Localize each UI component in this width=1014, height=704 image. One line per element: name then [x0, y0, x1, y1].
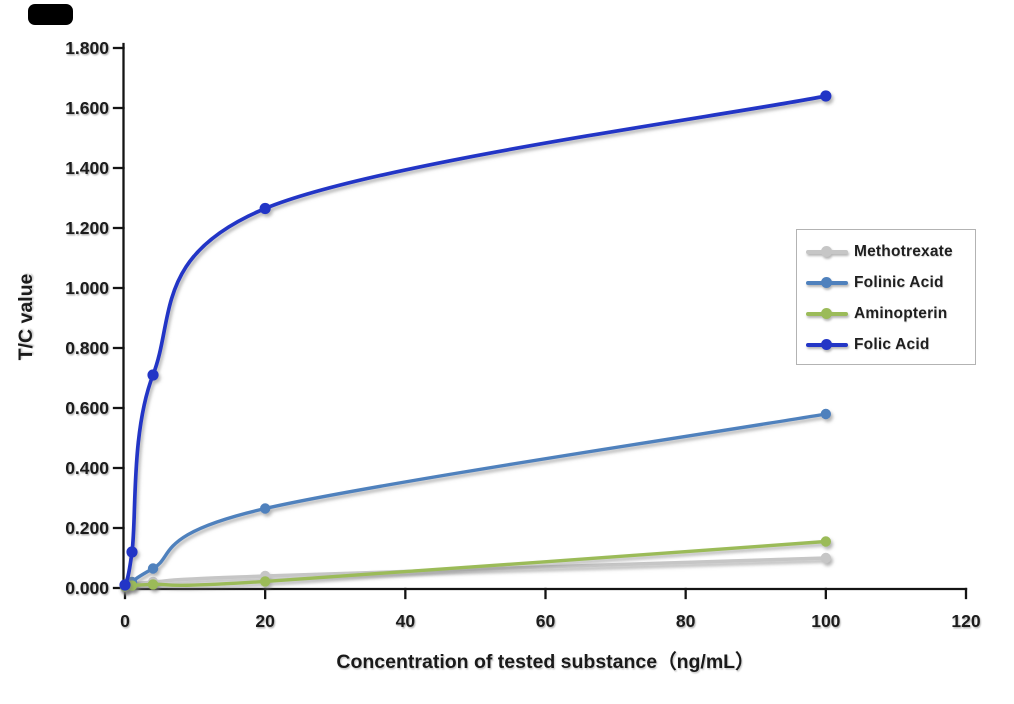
- legend-item-folinic-acid: Folinic Acid: [806, 267, 975, 298]
- legend-item-folic-acid: Folic Acid: [806, 329, 975, 360]
- legend-box: Methotrexate Folinic Acid Aminopterin Folic…: [796, 229, 976, 365]
- data-point-folic-acid: [147, 369, 159, 381]
- y-axis-title: T/C value: [15, 273, 37, 361]
- legend-label: Folic Acid: [854, 335, 930, 353]
- legend-label: Folinic Acid: [854, 273, 944, 291]
- data-point-folic-acid: [820, 90, 832, 102]
- data-point-aminopterin: [820, 536, 832, 547]
- y-tick-label: 0.400: [65, 458, 109, 478]
- x-tick-label: 60: [536, 611, 556, 631]
- y-tick-label: 1.200: [65, 218, 109, 238]
- legend-item-aminopterin: Aminopterin: [806, 298, 975, 329]
- legend-marker-icon: [806, 277, 848, 289]
- y-tick-label: 1.000: [65, 278, 109, 298]
- series-methotrexate: [119, 552, 832, 592]
- series-aminopterin: [119, 536, 832, 592]
- series-line-aminopterin: [123, 539, 828, 589]
- axes: [112, 42, 968, 600]
- data-point-folic-acid: [126, 546, 138, 558]
- series-folinic-acid: [119, 408, 832, 592]
- data-point-aminopterin: [147, 579, 159, 590]
- y-tick-label: 1.400: [65, 158, 109, 178]
- legend-marker-icon: [806, 339, 848, 351]
- series-folic-acid: [119, 90, 832, 591]
- legend-marker-icon: [806, 308, 848, 320]
- data-point-folinic-acid: [259, 503, 271, 514]
- x-tick-label: 40: [396, 611, 416, 631]
- x-tick-label: 80: [676, 611, 696, 631]
- top-left-black-shape: [28, 4, 73, 25]
- y-tick-label: 0.200: [65, 518, 109, 538]
- x-axis-title: Concentration of tested substance（ng/mL）: [336, 651, 755, 673]
- data-point-folinic-acid: [820, 408, 832, 420]
- tick-labels: 0 20 40 60 80 100 120 0.000 0.200 0.400 0.600 0.800…: [65, 38, 981, 631]
- y-tick-label: 1.800: [65, 38, 109, 58]
- x-tick-label: 100: [811, 611, 840, 631]
- x-tick-label: 120: [951, 611, 980, 631]
- y-tick-label: 1.600: [65, 98, 109, 118]
- legend-marker-icon: [806, 246, 848, 258]
- x-tick-label: 0: [120, 611, 130, 631]
- data-point-folinic-acid: [147, 563, 159, 574]
- y-tick-label: 0.600: [65, 398, 109, 418]
- data-point-aminopterin: [259, 576, 271, 587]
- data-point-folic-acid: [119, 579, 131, 591]
- data-point-methotrexate: [820, 552, 832, 564]
- series-layer: [119, 90, 832, 592]
- legend-label: Aminopterin: [854, 304, 948, 322]
- y-tick-label: 0.800: [65, 338, 109, 358]
- series-line-folic-acid: [123, 94, 828, 587]
- y-tick-label: 0.000: [65, 578, 109, 598]
- legend-label: Methotrexate: [854, 242, 953, 260]
- data-point-folic-acid: [259, 202, 271, 215]
- legend-item-methotrexate: Methotrexate: [806, 236, 975, 267]
- x-tick-label: 20: [255, 611, 275, 631]
